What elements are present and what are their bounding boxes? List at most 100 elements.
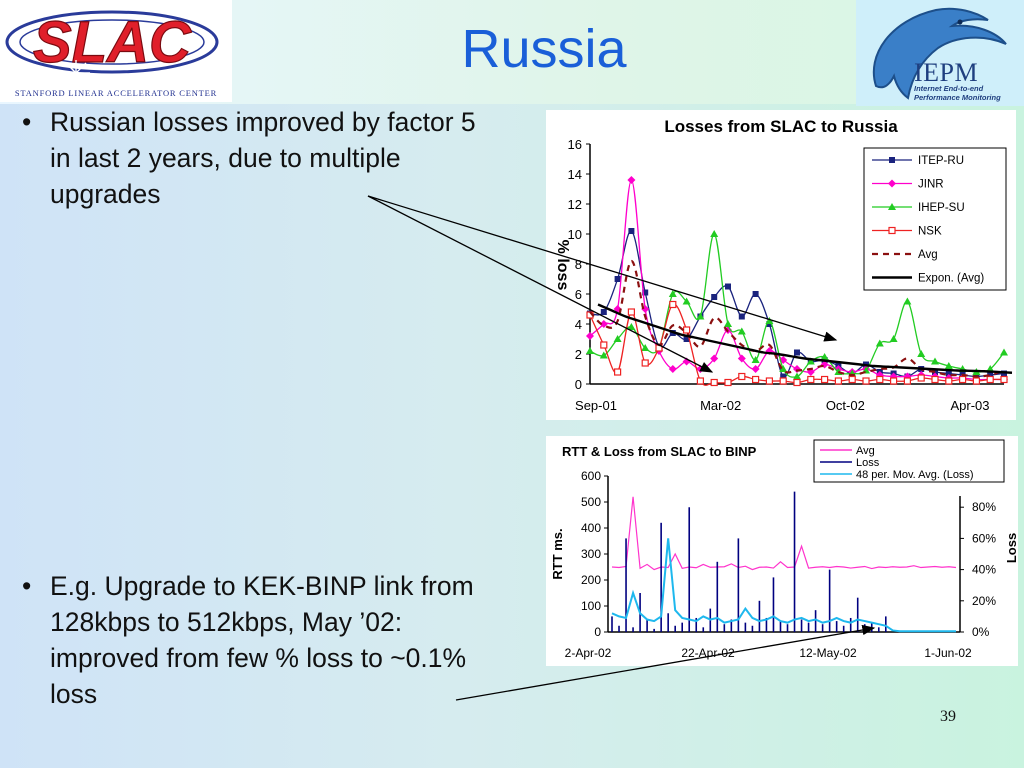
chart1-y-tick-label: 6 bbox=[575, 287, 582, 302]
rtt-loss-chart-svg: RTT & Loss from SLAC to BINP RTT ms. Los… bbox=[546, 436, 1018, 666]
chart1-point bbox=[1000, 349, 1008, 356]
losses-chart-svg: Losses from SLAC to Russia % loss 0 2 4 6 8 1… bbox=[546, 110, 1016, 420]
bullet-2: • E.g. Upgrade to KEK-BINP link from 128… bbox=[22, 568, 492, 712]
chart2-y-tick-label: 500 bbox=[581, 495, 601, 509]
bullet-marker: • bbox=[22, 568, 31, 604]
chart1-point bbox=[670, 302, 676, 308]
chart2-y2-tick-label: 0% bbox=[972, 625, 990, 639]
chart1-point bbox=[601, 342, 607, 348]
chart1-legend-label: IHEP-SU bbox=[918, 202, 965, 214]
chart1-legend-label: Expon. (Avg) bbox=[918, 273, 984, 285]
chart1-point bbox=[711, 380, 717, 386]
bullet-marker: • bbox=[22, 104, 31, 140]
chart2-title: RTT & Loss from SLAC to BINP bbox=[562, 444, 757, 459]
chart1-point bbox=[684, 327, 690, 333]
chart1-point bbox=[960, 377, 966, 383]
chart1-point bbox=[904, 378, 910, 384]
chart1-point bbox=[876, 340, 884, 347]
chart1-legend-marker bbox=[889, 157, 895, 163]
svg-text:SLAC: SLAC bbox=[33, 10, 192, 75]
chart1-ylabel: % loss bbox=[554, 240, 571, 291]
chart1-point bbox=[987, 377, 993, 383]
chart1-point bbox=[739, 314, 745, 320]
chart1-point bbox=[918, 375, 924, 381]
chart1-x-tick-label: Mar-02 bbox=[700, 398, 741, 413]
chart1-legend bbox=[864, 148, 1006, 290]
chart2-y2-tick-label: 80% bbox=[972, 500, 996, 514]
chart1-point bbox=[794, 380, 800, 386]
chart1-point bbox=[724, 320, 732, 327]
chart2-legend-label: Loss bbox=[856, 457, 880, 469]
chart2-legend-label: Avg bbox=[856, 445, 875, 457]
chart1-series-line-5 bbox=[598, 305, 1012, 373]
chart2-y-tick-label: 100 bbox=[581, 599, 601, 613]
page-title: Russia bbox=[232, 18, 856, 80]
chart1-point bbox=[628, 228, 634, 234]
chart1-y-tick-label: 4 bbox=[575, 317, 582, 332]
iepm-subtitle: Internet End-to-end Performance Monitori… bbox=[914, 84, 1022, 102]
chart1-point bbox=[1001, 377, 1007, 383]
chart2-y-tick-label: 300 bbox=[581, 547, 601, 561]
chart1-y-tick-label: 12 bbox=[568, 197, 582, 212]
chart2-x-tick-label: 22-Apr-02 bbox=[681, 646, 735, 660]
chart1-point bbox=[738, 328, 746, 335]
chart1-point bbox=[780, 378, 786, 384]
chart1-point bbox=[932, 377, 938, 383]
chart1-point bbox=[863, 378, 869, 384]
chart2-x-tick-label: 1-Jun-02 bbox=[924, 646, 972, 660]
bullet-2-text: E.g. Upgrade to KEK-BINP link from 128kb… bbox=[50, 568, 492, 712]
chart2-y-tick-label: 200 bbox=[581, 573, 601, 587]
chart2-y2-tick-label: 40% bbox=[972, 563, 996, 577]
chart2-series-line-2 bbox=[612, 538, 956, 631]
chart1-point bbox=[765, 317, 773, 324]
chart1-point bbox=[890, 335, 898, 342]
chart1-legend-label: ITEP-RU bbox=[918, 155, 964, 167]
chart2-ylabel: RTT ms. bbox=[550, 528, 565, 579]
chart1-title: Losses from SLAC to Russia bbox=[664, 117, 898, 136]
chart2-y-tick-label: 400 bbox=[581, 521, 601, 535]
chart1-point bbox=[946, 378, 952, 384]
chart1-point bbox=[627, 323, 635, 330]
chart1-point bbox=[642, 360, 648, 366]
chart1-point bbox=[710, 230, 718, 237]
chart1-point bbox=[835, 378, 841, 384]
chart1-x-tick-label: Sep-01 bbox=[575, 398, 617, 413]
chart1-point bbox=[891, 378, 897, 384]
bullet-1-text: Russian losses improved by factor 5 in l… bbox=[50, 104, 492, 212]
chart1-y-tick-label: 0 bbox=[575, 377, 582, 392]
chart2-series-line-0 bbox=[612, 497, 956, 570]
chart2-y2-tick-label: 20% bbox=[972, 594, 996, 608]
chart1-legend-label: Avg bbox=[918, 249, 938, 261]
chart1-point bbox=[903, 298, 911, 305]
chart1-y-tick-label: 2 bbox=[575, 347, 582, 362]
chart1-point bbox=[753, 377, 759, 383]
chart1-point bbox=[793, 373, 801, 380]
slac-logo: SLAC Stanford Linear Accelerator Center bbox=[0, 0, 232, 102]
chart1-point bbox=[822, 377, 828, 383]
chart2-y-tick-label: 0 bbox=[594, 625, 601, 639]
chart1-point bbox=[725, 380, 731, 386]
chart1-point bbox=[697, 378, 703, 384]
chart1-point bbox=[793, 365, 801, 373]
chart1-y-tick-label: 16 bbox=[568, 137, 582, 152]
chart1-point bbox=[627, 176, 635, 184]
chart2-y2-tick-label: 60% bbox=[972, 531, 996, 545]
slac-subtitle: Stanford Linear Accelerator Center bbox=[2, 88, 230, 98]
chart1-point bbox=[669, 365, 677, 373]
chart2-y2label: Loss bbox=[1004, 533, 1018, 563]
page-number: 39 bbox=[940, 708, 956, 726]
chart1-point bbox=[808, 377, 814, 383]
slac-logo-icon: SLAC bbox=[0, 0, 232, 102]
chart1-y-tick-label: 10 bbox=[568, 227, 582, 242]
chart1-point bbox=[586, 347, 594, 354]
chart1-point bbox=[877, 377, 883, 383]
chart2-y-tick-label: 600 bbox=[581, 469, 601, 483]
rtt-loss-chart: RTT & Loss from SLAC to BINP RTT ms. Los… bbox=[546, 436, 1018, 666]
chart1-legend-label: NSK bbox=[918, 226, 942, 238]
losses-chart: Losses from SLAC to Russia % loss 0 2 4 6 8 1… bbox=[546, 110, 1016, 420]
chart1-y-tick-label: 14 bbox=[568, 167, 582, 182]
chart1-point bbox=[628, 309, 634, 315]
chart1-point bbox=[739, 374, 745, 380]
chart1-point bbox=[615, 369, 621, 375]
chart1-point bbox=[725, 284, 731, 290]
